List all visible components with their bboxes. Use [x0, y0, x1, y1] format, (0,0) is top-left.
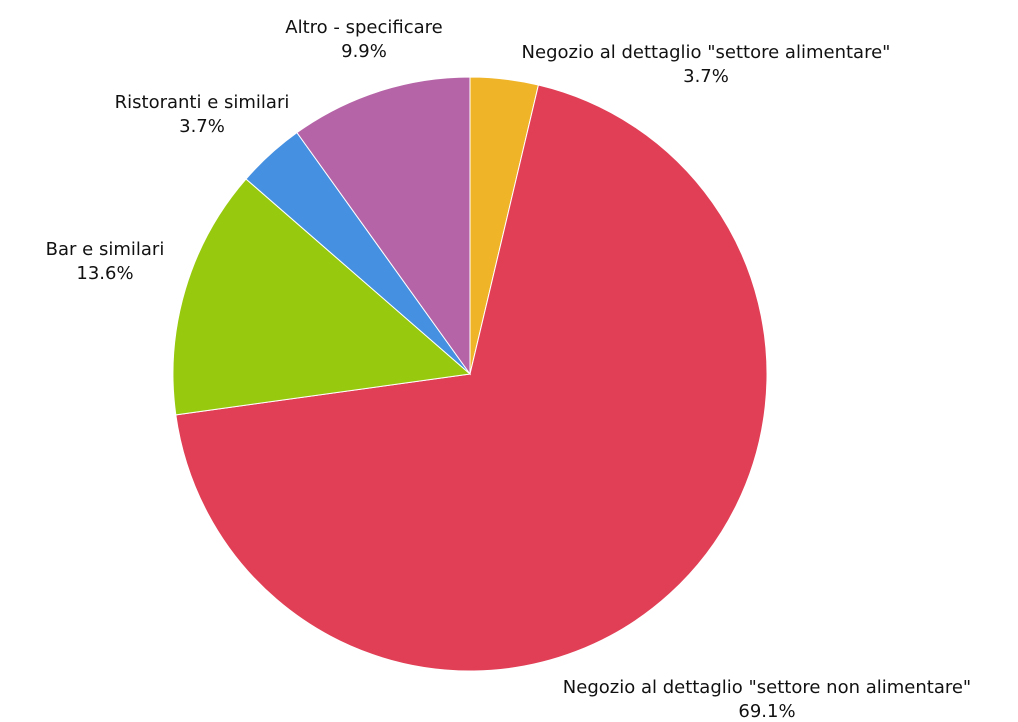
slice-label-2: Negozio al dettaglio "settore non alimen… [563, 677, 971, 698]
slice-percent-label-4: 3.7% [179, 116, 225, 137]
slice-label-5: Altro - specificare [285, 17, 442, 38]
pie-slice-2 [175, 84, 768, 672]
slice-percent-label-3: 13.6% [76, 263, 133, 284]
labels-layer: Negozio al dettaglio "settore alimentare… [46, 17, 972, 722]
slice-label-3: Bar e similari [46, 239, 165, 260]
slice-label-4: Ristoranti e similari [115, 92, 290, 113]
slice-percent-label-2: 69.1% [738, 701, 795, 722]
slice-percent-label-1: 3.7% [683, 66, 729, 87]
slice-percent-label-5: 9.9% [341, 41, 387, 62]
slices-layer [172, 76, 768, 672]
slice-label-1: Negozio al dettaglio "settore alimentare… [522, 42, 891, 63]
pie-slice-5 [296, 76, 471, 376]
pie-slice-3 [172, 178, 472, 416]
